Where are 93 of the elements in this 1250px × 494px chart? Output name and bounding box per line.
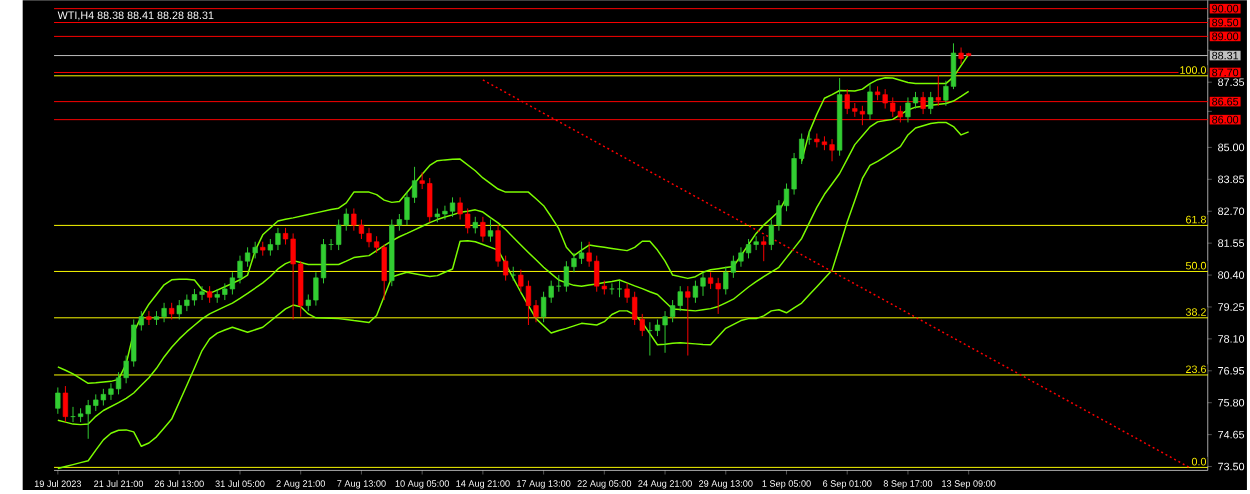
candlestick xyxy=(480,216,486,243)
candlestick xyxy=(829,138,835,162)
candlestick xyxy=(745,238,752,259)
annotation: 100.0 xyxy=(1180,66,1207,74)
ref-line-label: 87.70 xyxy=(1212,68,1239,77)
candlestick xyxy=(442,205,448,221)
ref-line-label: 89.50 xyxy=(1212,18,1239,27)
candlestick xyxy=(768,219,774,251)
candlestick xyxy=(533,299,539,323)
annotation: 23.6 xyxy=(1186,365,1206,374)
candlestick xyxy=(115,371,122,395)
ref-line-label: 89.00 xyxy=(1212,32,1239,41)
candlestick xyxy=(943,80,949,107)
candlestick xyxy=(199,285,205,301)
x-tick-label: 24 Aug 21:00 xyxy=(638,480,692,489)
y-tick-label: 75.80 xyxy=(1218,398,1245,407)
annotation: 50.0 xyxy=(1185,261,1207,270)
candlestick xyxy=(404,191,410,226)
candlestick xyxy=(692,280,699,304)
candlestick xyxy=(465,207,471,234)
ref-line-label: 88.31 xyxy=(1212,51,1239,60)
candlestick xyxy=(753,235,759,251)
candlestick xyxy=(928,91,934,115)
candlestick xyxy=(457,196,463,221)
y-tick-label: 80.40 xyxy=(1218,271,1245,279)
candlestick xyxy=(237,255,243,284)
x-tick-label: 26 Jul 13:00 xyxy=(154,480,204,487)
candlestick xyxy=(685,285,691,357)
candlestick xyxy=(662,310,668,354)
candlestick xyxy=(184,294,190,312)
x-tick-label: 13 Sep 09:00 xyxy=(942,480,996,489)
candlestick xyxy=(411,166,418,204)
ref-line-label: 90.00 xyxy=(1212,4,1239,13)
candlestick xyxy=(275,227,281,251)
candlestick xyxy=(123,355,129,384)
y-tick-label: 78.10 xyxy=(1218,335,1245,343)
y-tick-label: 76.95 xyxy=(1218,366,1245,375)
candlestick xyxy=(814,133,820,148)
candlestick xyxy=(578,241,585,265)
ref-line-label: 86.00 xyxy=(1212,115,1239,124)
candlestick xyxy=(586,241,592,268)
y-tick-label: 83.85 xyxy=(1218,175,1245,184)
x-tick-label: 1 Sep 05:00 xyxy=(762,480,811,489)
candlestick xyxy=(624,282,630,304)
x-tick-label: 14 Aug 21:00 xyxy=(456,480,510,489)
candlestick xyxy=(62,385,69,423)
ref-line-label: 86.65 xyxy=(1212,97,1239,106)
candlestick xyxy=(487,219,494,243)
y-tick-label: 82.70 xyxy=(1218,207,1245,216)
candlestick xyxy=(351,207,357,232)
x-tick-label: 8 Sep 17:00 xyxy=(883,480,933,489)
y-tick-label: 74.65 xyxy=(1218,430,1245,439)
annotation: 38.2 xyxy=(1185,308,1206,316)
candlestick xyxy=(146,310,152,326)
candlestick xyxy=(563,260,569,293)
candlestick xyxy=(783,182,790,212)
x-tick-label: 31 Jul 05:00 xyxy=(215,480,265,487)
annotation: 61.8 xyxy=(1186,215,1206,224)
candlestick xyxy=(176,299,182,320)
candlestick xyxy=(503,255,509,282)
candlestick xyxy=(867,83,873,121)
annotation: 0.0 xyxy=(1191,457,1207,466)
candlestick xyxy=(55,386,61,415)
x-tick-label: 6 Sep 01:00 xyxy=(823,480,872,489)
candlestick xyxy=(700,271,706,297)
candlestick xyxy=(358,219,365,240)
y-tick-label: 79.25 xyxy=(1218,303,1245,311)
candlestick xyxy=(366,227,372,248)
x-tick-label: 19 Jul 2023 xyxy=(34,480,82,487)
candlestick xyxy=(905,96,911,123)
y-tick-label: 85.00 xyxy=(1218,143,1245,152)
y-tick-label: 87.35 xyxy=(1218,78,1245,86)
candlestick xyxy=(449,196,456,218)
y-tick-label: 81.55 xyxy=(1218,239,1245,247)
x-tick-label: 7 Aug 13:00 xyxy=(337,480,386,489)
candlestick xyxy=(609,282,615,295)
x-tick-label: 29 Aug 13:00 xyxy=(699,480,753,489)
text: WTI,H4 88.38 88.41 88.28 88.31 xyxy=(57,11,214,21)
candlestick xyxy=(313,271,319,307)
candlestick xyxy=(958,47,964,65)
candlestick xyxy=(571,252,577,273)
x-tick-label: 17 Aug 13:00 xyxy=(517,480,571,489)
x-tick-label: 21 Jul 21:00 xyxy=(94,480,144,487)
x-tick-label: 2 Aug 21:00 xyxy=(276,480,326,489)
candlestick xyxy=(108,382,114,401)
candlestick xyxy=(738,246,744,268)
candlestick xyxy=(761,235,767,262)
candlestick xyxy=(799,133,805,165)
y-tick-label: 73.50 xyxy=(1218,462,1245,471)
x-tick-label: 22 Aug 05:00 xyxy=(577,480,632,489)
candlestick xyxy=(161,302,167,323)
candlestick xyxy=(776,199,782,232)
x-tick-label: 10 Aug 05:00 xyxy=(395,480,449,489)
